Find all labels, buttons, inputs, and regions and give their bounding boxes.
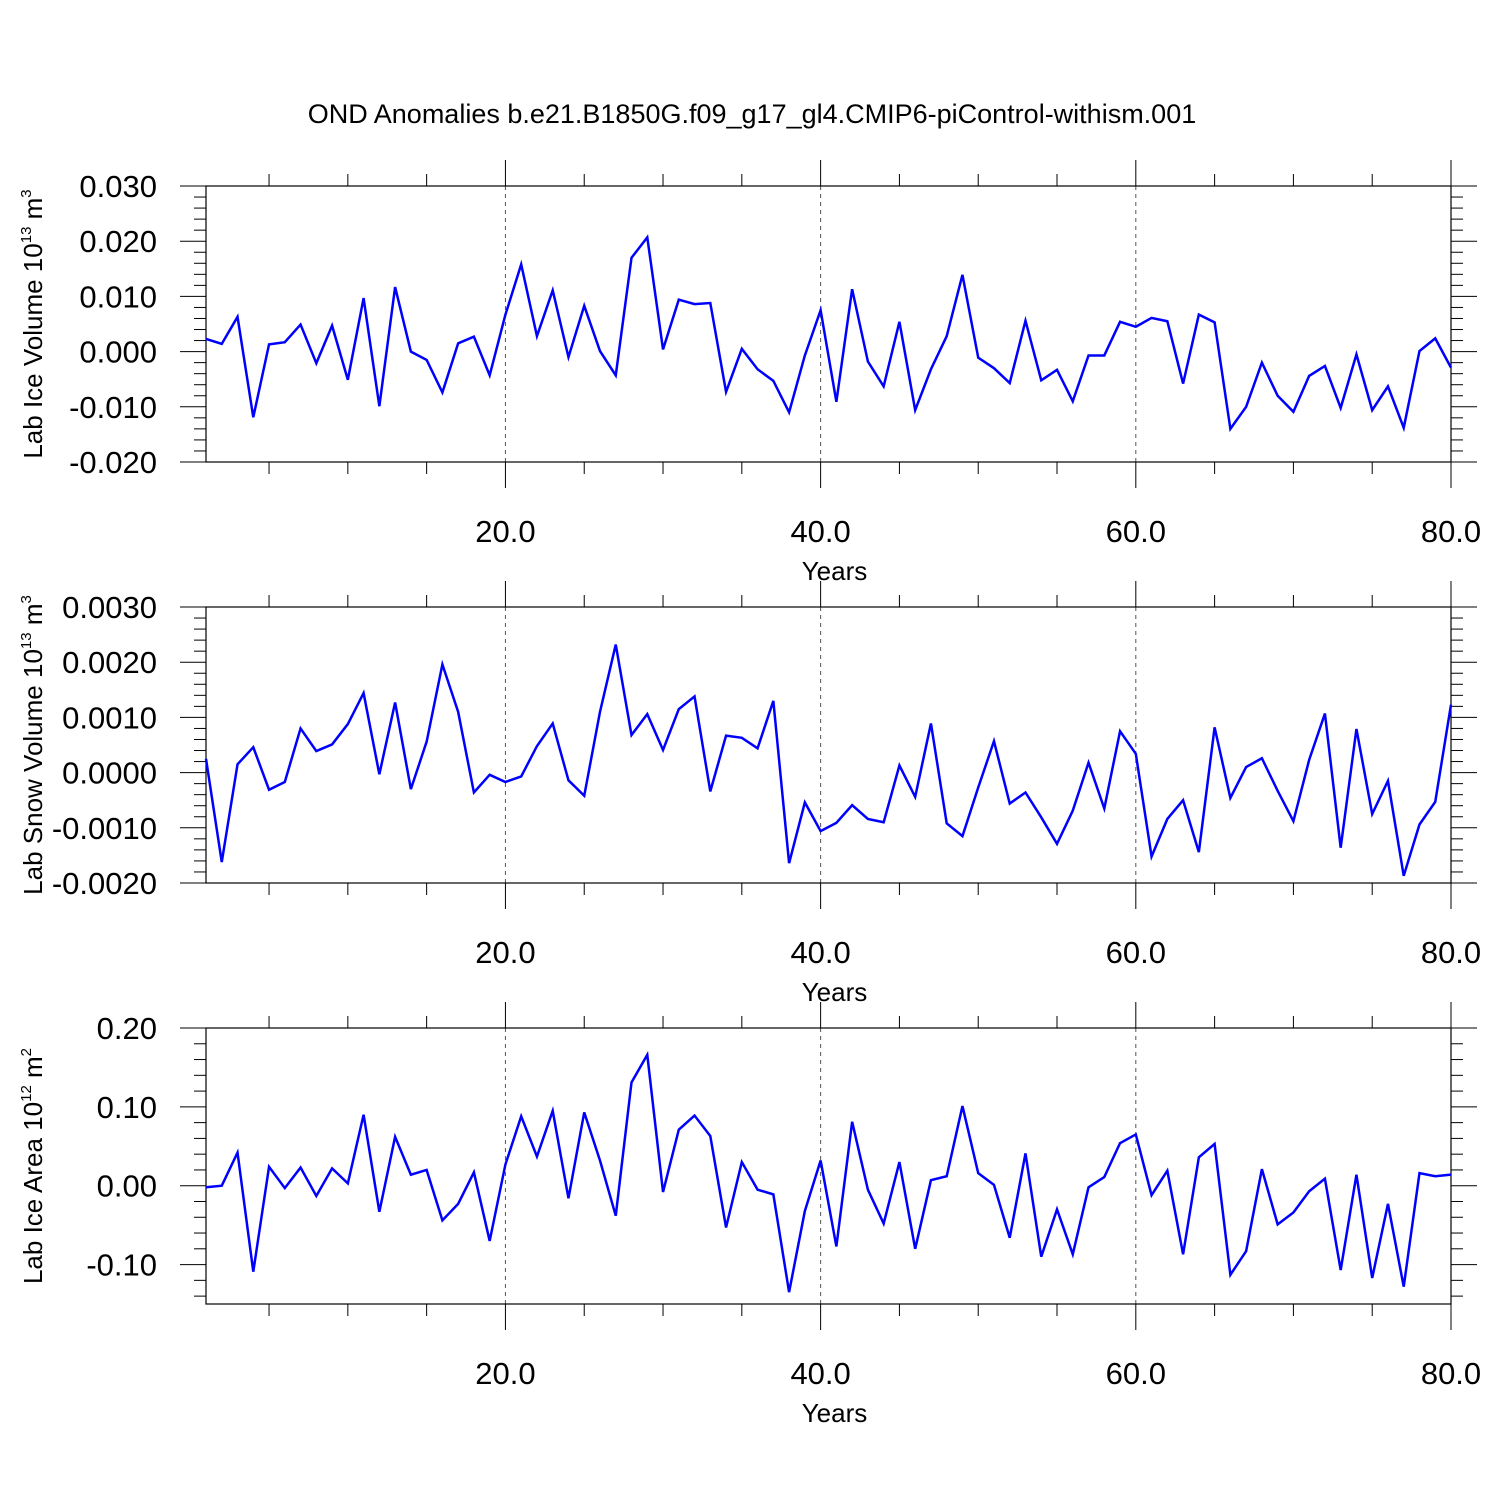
x-tick-label: 40.0	[790, 935, 850, 970]
plot-frame	[205, 1027, 1452, 1305]
y-tick-label: 0.000	[79, 335, 157, 370]
y-tick-label: -0.010	[69, 390, 157, 425]
x-tick-label: 60.0	[1106, 514, 1166, 549]
x-axis-label: Years	[802, 977, 868, 1007]
y-tick-label: 0.010	[79, 279, 157, 314]
chart-panel-2: 20.0 40.0 60.0 80.0 -0.0020 -0.0010 0.0000 0.00…	[18, 581, 1481, 1007]
y-tick-label: -0.10	[86, 1248, 157, 1283]
y-tick-label: 0.020	[79, 224, 157, 259]
x-axis-label: Years	[802, 1398, 868, 1428]
y-tick-label: -0.0020	[52, 866, 157, 901]
x-tick-label: 80.0	[1421, 1356, 1481, 1391]
x-tick-label: 20.0	[475, 1356, 535, 1391]
x-tick-label: 60.0	[1106, 935, 1166, 970]
panels-group: 20.0 40.0 60.0 80.0 -0.020 -0.010 0.000 0.010 0.…	[18, 160, 1481, 1428]
y-tick-label: 0.030	[79, 169, 157, 204]
x-tick-label: 40.0	[790, 514, 850, 549]
chart-panel-3: 20.0 40.0 60.0 80.0 -0.10 0.00 0.10 0.20 Years La…	[18, 1002, 1481, 1428]
y-tick-label: 0.20	[97, 1011, 157, 1046]
y-tick-label: 0.10	[97, 1090, 157, 1125]
x-tick-label: 20.0	[475, 935, 535, 970]
x-tick-label: 80.0	[1421, 514, 1481, 549]
y-tick-label: 0.0020	[62, 645, 157, 680]
x-tick-label: 20.0	[475, 514, 535, 549]
x-axis-label: Years	[802, 556, 868, 586]
y-tick-label: -0.0010	[52, 811, 157, 846]
series-line-1	[204, 644, 1453, 877]
x-tick-label: 40.0	[790, 1356, 850, 1391]
series-line-1	[205, 1050, 1452, 1293]
y-tick-label: -0.020	[69, 445, 157, 480]
y-tick-label: 0.0010	[62, 700, 157, 735]
y-tick-label: 0.0000	[62, 756, 157, 791]
y-tick-label: 0.00	[97, 1169, 157, 1204]
y-axis-label: Lab Snow Volume 1013 m3	[18, 595, 48, 895]
series-line-1	[205, 234, 1453, 433]
x-tick-label: 80.0	[1421, 935, 1481, 970]
x-tick-label: 60.0	[1106, 1356, 1166, 1391]
plot-frame	[205, 606, 1452, 884]
y-axis-label: Lab Ice Volume 1013 m3	[18, 189, 48, 458]
y-tick-label: 0.0030	[62, 590, 157, 625]
chart-panel-1: 20.0 40.0 60.0 80.0 -0.020 -0.010 0.000 0.010 0.…	[18, 160, 1481, 586]
plot-frame	[205, 185, 1452, 463]
y-axis-label: Lab Ice Area 1012 m2	[18, 1048, 48, 1284]
figure-title: OND Anomalies b.e21.B1850G.f09_g17_gl4.C…	[308, 99, 1196, 129]
